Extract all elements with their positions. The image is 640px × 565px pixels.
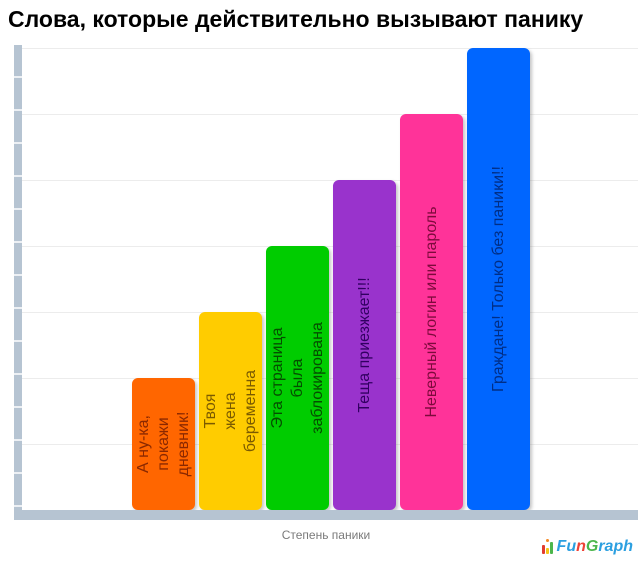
- bar-label-line: Граждане! Только без паники!!: [489, 166, 507, 392]
- logo-text-segment: n: [576, 538, 586, 555]
- bar-label: А ну-ка, покажи дневник!: [134, 412, 194, 477]
- bar-label-line: была: [288, 358, 306, 398]
- gridline: [22, 444, 638, 445]
- plot-area: А ну-ка, покажи дневник! Твоя жена беременна Э…: [14, 45, 638, 522]
- gridline: [22, 180, 638, 181]
- bar-label: Неверный логин или пароль: [422, 206, 442, 417]
- bar-5: Неверный логин или пароль: [400, 114, 463, 510]
- gridline: [22, 246, 638, 247]
- bar-label: Эта страница была заблокирована: [268, 322, 328, 434]
- logo-text-segment: Fu: [556, 538, 577, 555]
- logo-text-segment: G: [585, 538, 599, 555]
- gridline: [22, 48, 638, 49]
- chart-title: Слова, которые действительно вызывают па…: [8, 6, 584, 32]
- bar-label-line: беременна: [241, 369, 259, 453]
- gridline: [22, 114, 638, 115]
- bar-2: Твоя жена беременна: [199, 312, 262, 510]
- gridline: [22, 312, 638, 313]
- gridline: [22, 378, 638, 379]
- logo-mini-bar: [545, 548, 549, 554]
- bar-label-line: Эта страница: [268, 327, 286, 429]
- bar-label-line: А ну-ка,: [134, 415, 152, 473]
- logo-mini-bar: [541, 545, 545, 554]
- bar-label-line: Неверный логин или пароль: [422, 206, 440, 418]
- x-axis-title: Степень паники: [281, 528, 371, 542]
- bar-label-line: Твоя: [201, 393, 219, 429]
- bar-label-line: заблокирована: [308, 322, 326, 434]
- bar-label-line: дневник!: [174, 411, 192, 477]
- y-axis-band: [14, 45, 22, 520]
- bar-1: А ну-ка, покажи дневник!: [132, 378, 195, 510]
- logo-mini-bar: [549, 542, 553, 554]
- logo-dot: [545, 539, 549, 542]
- fungraph-logo-text: FunGraph: [557, 538, 633, 556]
- bar-6: Граждане! Только без паники!!: [467, 48, 530, 510]
- bar-label: Теща приезжает!!!: [355, 277, 375, 412]
- bar-label-line: Теща приезжает!!!: [355, 277, 373, 413]
- bar-label-line: покажи: [154, 417, 172, 471]
- logo-text-segment: raph: [598, 538, 633, 555]
- fungraph-logo: FunGraph: [541, 537, 633, 557]
- bar-label-line: жена: [221, 392, 239, 430]
- bar-4: Теща приезжает!!!: [333, 180, 396, 510]
- bar-label: Граждане! Только без паники!!: [489, 166, 509, 392]
- bar-3: Эта страница была заблокирована: [266, 246, 329, 510]
- x-axis-band: [14, 510, 638, 520]
- bar-label: Твоя жена беременна: [201, 370, 261, 452]
- fungraph-bars-icon: [541, 539, 554, 554]
